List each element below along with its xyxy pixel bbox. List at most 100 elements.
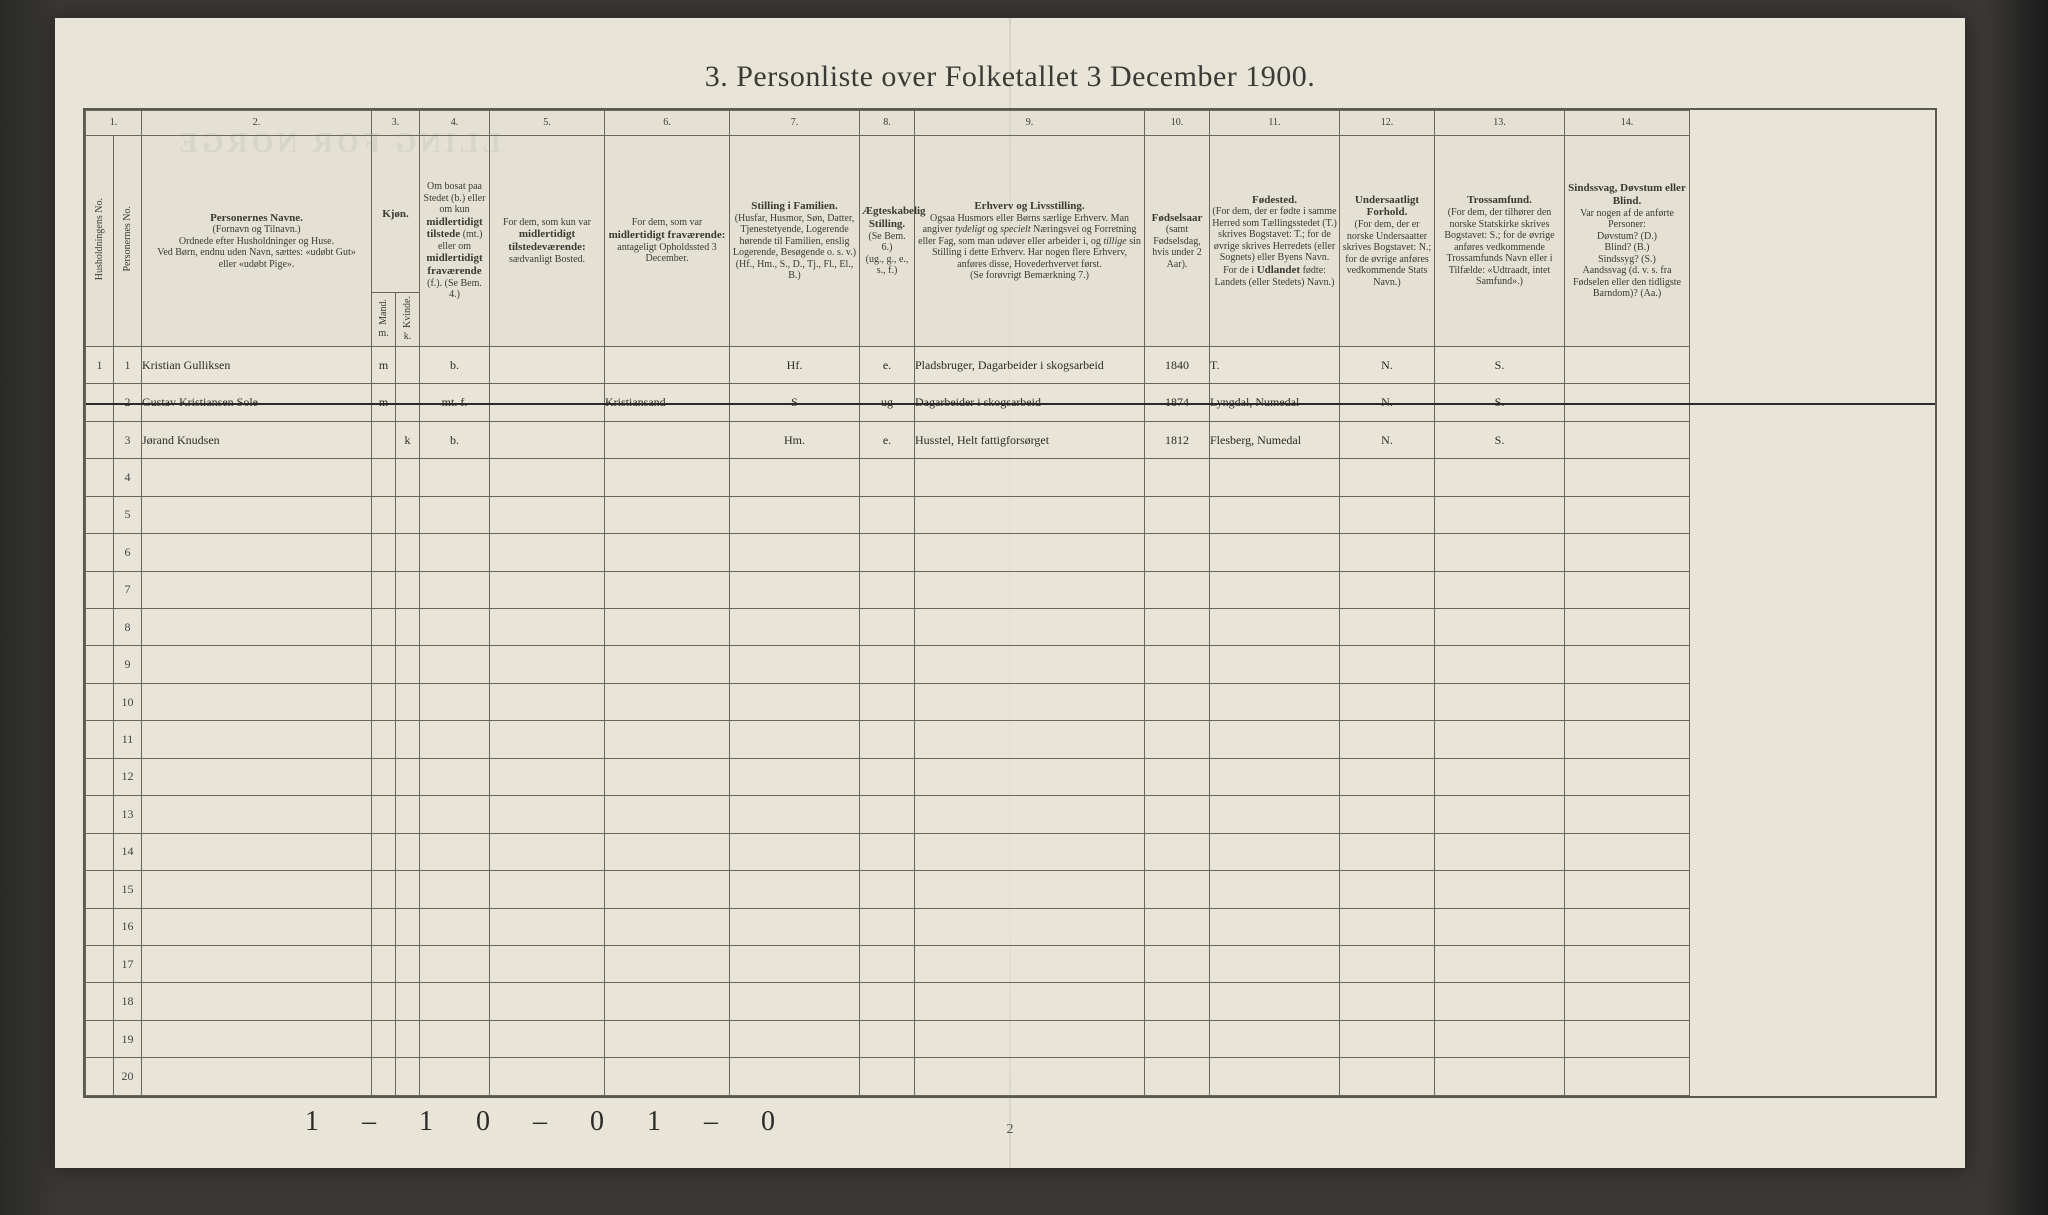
table-cell: [372, 683, 396, 720]
table-cell: [1340, 571, 1435, 608]
table-cell: [490, 908, 605, 945]
table-cell: 3: [114, 421, 142, 458]
column-number: 6.: [605, 111, 730, 136]
table-cell: [490, 796, 605, 833]
table-cell: [605, 346, 730, 383]
table-cell: S.: [1435, 421, 1565, 458]
table-cell: [142, 1020, 372, 1057]
table-cell: [86, 384, 114, 421]
table-cell: [420, 496, 490, 533]
table-cell: [396, 758, 420, 795]
table-cell: [730, 1020, 860, 1057]
column-number: 1.: [86, 111, 142, 136]
table-cell: [1435, 871, 1565, 908]
table-cell: mt. f.: [420, 384, 490, 421]
table-cell: [142, 459, 372, 496]
table-cell: [1435, 496, 1565, 533]
table-cell: [915, 1058, 1145, 1096]
table-cell: [396, 908, 420, 945]
table-cell: [730, 496, 860, 533]
table-cell: [605, 534, 730, 571]
column-header: Fødselsaar(samt Fødselsdag, hvis under 2…: [1145, 136, 1210, 347]
table-cell: [730, 534, 860, 571]
table-cell: [860, 1058, 915, 1096]
table-cell: [86, 421, 114, 458]
table-cell: [396, 871, 420, 908]
table-cell: Jørand Knudsen: [142, 421, 372, 458]
table-row: 19: [86, 1020, 1935, 1057]
table-row: 4: [86, 459, 1935, 496]
table-cell: 1: [86, 346, 114, 383]
table-cell: [730, 871, 860, 908]
table-cell: [396, 1020, 420, 1057]
table-cell: [396, 1058, 420, 1096]
column-header: Kjøn.: [372, 136, 420, 293]
column-number: 5.: [490, 111, 605, 136]
table-cell: [86, 1020, 114, 1057]
table-cell: [915, 534, 1145, 571]
table-cell: [420, 646, 490, 683]
table-cell: [1145, 571, 1210, 608]
table-cell: [915, 871, 1145, 908]
table-cell: [86, 1058, 114, 1096]
column-number: 12.: [1340, 111, 1435, 136]
table-row: 12: [86, 758, 1935, 795]
subheader-kvinde: Kvinde.k.: [396, 293, 420, 347]
table-cell: [860, 609, 915, 646]
table-cell: [1565, 758, 1690, 795]
table-cell: [1435, 1020, 1565, 1057]
table-cell: e.: [860, 421, 915, 458]
table-cell: [142, 609, 372, 646]
table-cell: ug: [860, 384, 915, 421]
table-body: 11Kristian Gulliksenmb.Hf.e.Pladsbruger,…: [86, 346, 1935, 1095]
table-cell: [490, 945, 605, 982]
table-cell: 12: [114, 758, 142, 795]
table-cell: [86, 945, 114, 982]
column-number: 7.: [730, 111, 860, 136]
table-cell: [730, 945, 860, 982]
table-cell: [142, 534, 372, 571]
table-cell: 18: [114, 983, 142, 1020]
table-row: 10: [86, 683, 1935, 720]
table-cell: [490, 384, 605, 421]
table-cell: [1565, 384, 1690, 421]
table-cell: [1210, 496, 1340, 533]
table-cell: [86, 459, 114, 496]
table-cell: [86, 534, 114, 571]
table-cell: [860, 683, 915, 720]
table-cell: [1435, 983, 1565, 1020]
table-cell: [490, 1058, 605, 1096]
table-cell: 11: [114, 721, 142, 758]
table-cell: [420, 534, 490, 571]
table-cell: [372, 833, 396, 870]
table-cell: [420, 945, 490, 982]
table-cell: [860, 758, 915, 795]
table-cell: [1145, 496, 1210, 533]
table-cell: [142, 683, 372, 720]
table-cell: [86, 871, 114, 908]
table-cell: [1145, 721, 1210, 758]
table-cell: [420, 571, 490, 608]
table-cell: [142, 908, 372, 945]
table-cell: [915, 983, 1145, 1020]
table-row: 8: [86, 609, 1935, 646]
table-cell: [1210, 534, 1340, 571]
table-cell: [1435, 945, 1565, 982]
table-cell: [420, 721, 490, 758]
table-cell: [1565, 796, 1690, 833]
table-cell: [730, 646, 860, 683]
table-cell: [1210, 908, 1340, 945]
table-cell: [1340, 459, 1435, 496]
table-cell: [372, 908, 396, 945]
table-row: 16: [86, 908, 1935, 945]
column-number: 9.: [915, 111, 1145, 136]
table-cell: [730, 609, 860, 646]
table-cell: [1435, 459, 1565, 496]
table-cell: [915, 646, 1145, 683]
table-cell: [1210, 871, 1340, 908]
table-cell: [605, 721, 730, 758]
table-cell: [420, 758, 490, 795]
table-cell: b.: [420, 421, 490, 458]
table-cell: [1145, 833, 1210, 870]
table-cell: T.: [1210, 346, 1340, 383]
